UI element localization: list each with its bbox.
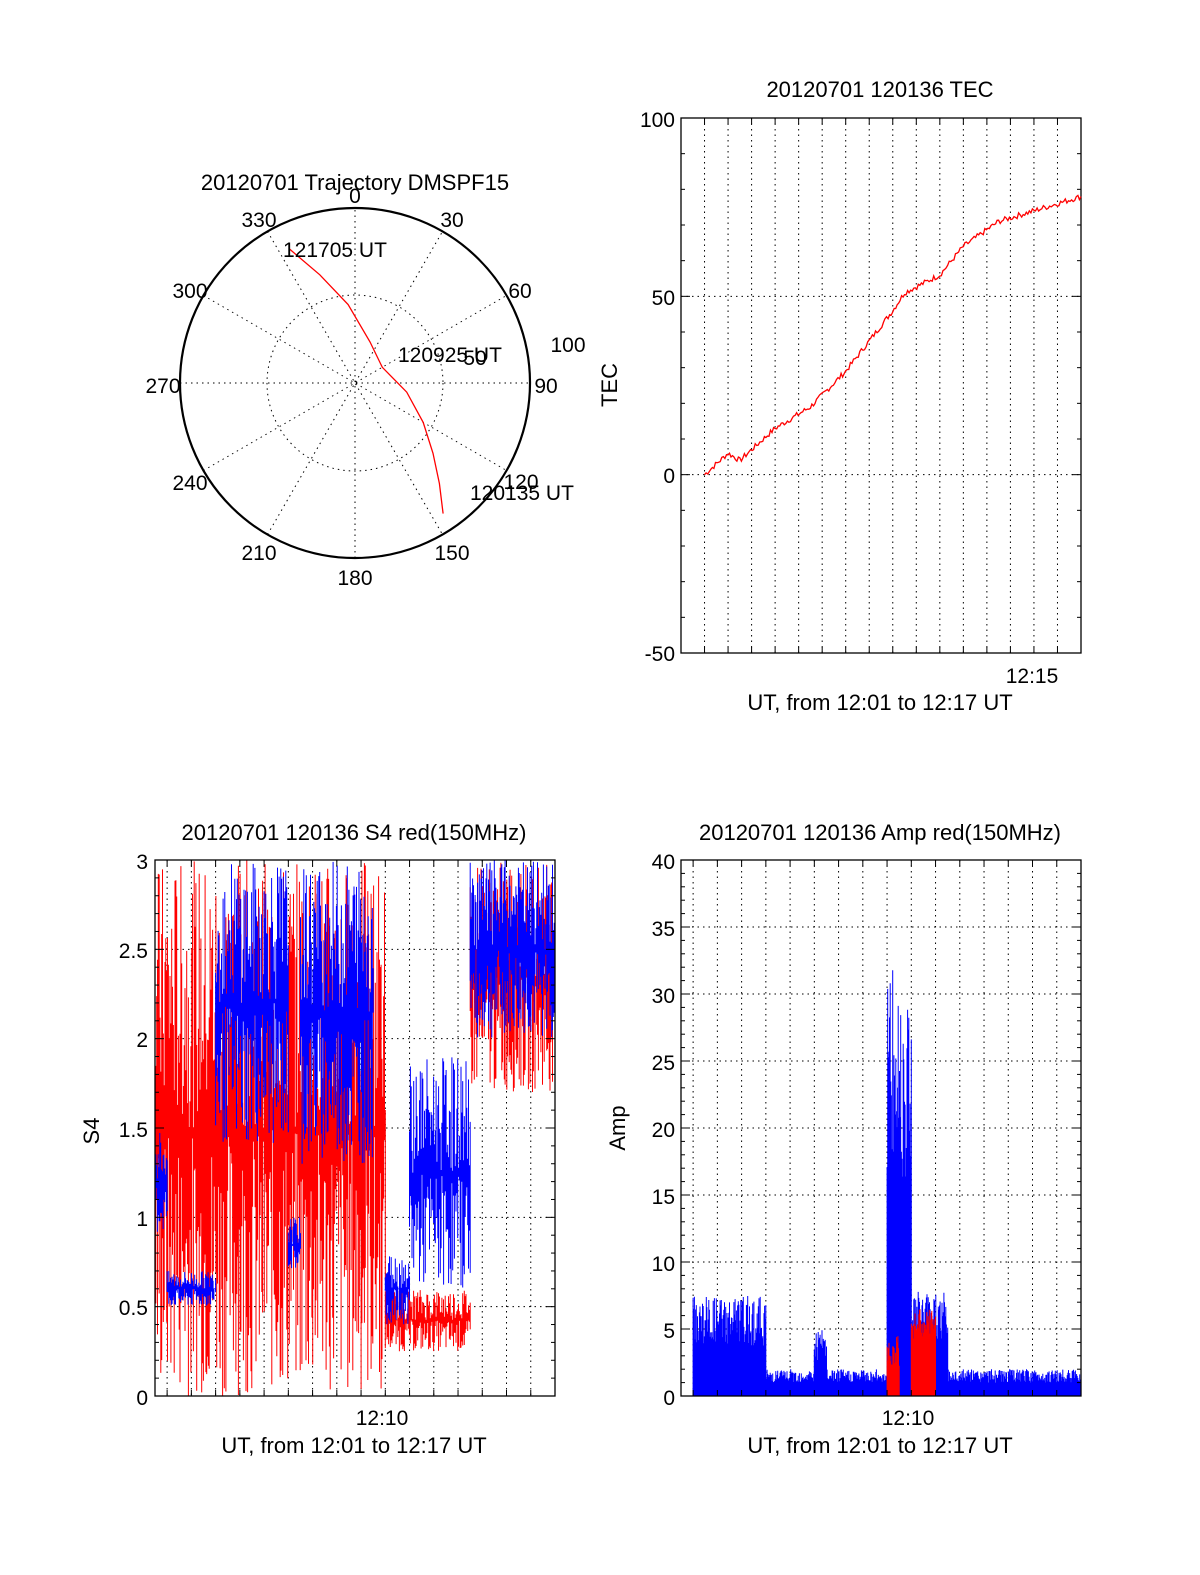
amp-title: 20120701 120136 Amp red(150MHz)	[699, 820, 1061, 845]
amp-plot-frame	[680, 859, 1082, 1397]
tec-plot-frame	[680, 117, 1082, 654]
polar-spoke-line	[267, 231, 443, 535]
tec-ytick-0: 0	[663, 465, 675, 488]
angle-label-0: 0	[349, 185, 361, 208]
polar-spokes	[180, 208, 530, 558]
tec-minor-ticks	[681, 118, 1081, 653]
angle-label-60: 60	[508, 280, 531, 303]
s4-ytick-1: 1	[136, 1208, 148, 1231]
amp-ytick-40: 40	[652, 851, 675, 874]
amp-ytick-30: 30	[652, 985, 675, 1008]
angle-label-240: 240	[172, 472, 207, 495]
polar-angle-labels: 0 30 60 90 120 150 180 210 240 270 300 3…	[145, 185, 557, 590]
tec-ytick-50: 50	[652, 287, 675, 310]
s4-xtick-1210: 12:10	[356, 1407, 409, 1430]
s4-title: 20120701 120136 S4 red(150MHz)	[182, 820, 527, 845]
amp-ytick-10: 10	[652, 1253, 675, 1276]
s4-series	[154, 860, 556, 1396]
s4-chart: 20120701 120136 S4 red(150MHz) 3 2.5 2 1…	[79, 820, 556, 1458]
angle-label-90: 90	[534, 375, 557, 398]
s4-ytick-3: 3	[136, 851, 148, 874]
angle-label-330: 330	[241, 209, 276, 232]
s4-ytick-0: 0	[136, 1387, 148, 1410]
angle-label-150: 150	[434, 542, 469, 565]
polar-spoke-line	[203, 295, 507, 471]
s4-xlabel: UT, from 12:01 to 12:17 UT	[221, 1433, 486, 1458]
angle-label-210: 210	[241, 542, 276, 565]
annotation-end-time: 121705 UT	[283, 239, 387, 262]
amp-xtick-1210: 12:10	[882, 1407, 935, 1430]
annotation-start-time: 120135 UT	[470, 482, 574, 505]
tec-series-line	[704, 194, 1082, 476]
angle-label-30: 30	[440, 209, 463, 232]
tec-ylabel: TEC	[597, 363, 622, 407]
amp-ytick-20: 20	[652, 1119, 675, 1142]
trajectory-track	[289, 248, 444, 514]
s4-minor-ticks	[155, 860, 555, 1396]
amp-ytick-5: 5	[663, 1320, 675, 1343]
radial-label-50: 50	[463, 347, 486, 370]
amp-minor-ticks	[681, 860, 1081, 1396]
s4-ytick-0-5: 0.5	[119, 1297, 148, 1320]
amp-series	[692, 970, 1082, 1396]
amp-ylabel: Amp	[605, 1105, 630, 1150]
angle-label-300: 300	[172, 280, 207, 303]
annotation-mid-time: 120925 UT	[398, 344, 502, 367]
tec-ytick-100: 100	[640, 109, 675, 132]
amp-series-blue	[692, 970, 1082, 1396]
s4-ytick-2-5: 2.5	[119, 940, 148, 963]
amp-ytick-25: 25	[652, 1052, 675, 1075]
tec-grid	[681, 118, 1081, 653]
amp-series-red	[886, 1309, 936, 1396]
polar-inner-ring	[266, 294, 444, 472]
polar-title: 20120701 Trajectory DMSPF15	[201, 170, 509, 195]
amp-ytick-0: 0	[663, 1387, 675, 1410]
tec-chart: 20120701 120136 TEC 100 50 0 -50 12:15 U…	[597, 77, 1082, 715]
angle-label-270: 270	[145, 375, 180, 398]
amp-ytick-35: 35	[652, 918, 675, 941]
tec-title: 20120701 120136 TEC	[766, 77, 993, 102]
s4-ylabel: S4	[79, 1118, 104, 1145]
tec-xlabel: UT, from 12:01 to 12:17 UT	[747, 690, 1012, 715]
amp-ytick-15: 15	[652, 1186, 675, 1209]
polar-spoke-line	[267, 231, 443, 535]
amp-xlabel: UT, from 12:01 to 12:17 UT	[747, 1433, 1012, 1458]
s4-plot-frame	[154, 859, 556, 1397]
amp-chart: 20120701 120136 Amp red(150MHz) 40 35 30…	[605, 820, 1082, 1458]
radial-label-100: 100	[550, 334, 585, 357]
s4-ytick-2: 2	[136, 1029, 148, 1052]
angle-label-120: 120	[503, 471, 538, 494]
tec-ytick-minus50: -50	[645, 643, 675, 666]
polar-spoke-line	[203, 295, 507, 471]
angle-label-180: 180	[337, 567, 372, 590]
tec-xtick-1215: 12:15	[1006, 665, 1059, 688]
polar-trajectory-chart: 20120701 Trajectory DMSPF15 0 30 60 90 1…	[145, 170, 585, 590]
s4-ytick-1-5: 1.5	[119, 1119, 148, 1142]
